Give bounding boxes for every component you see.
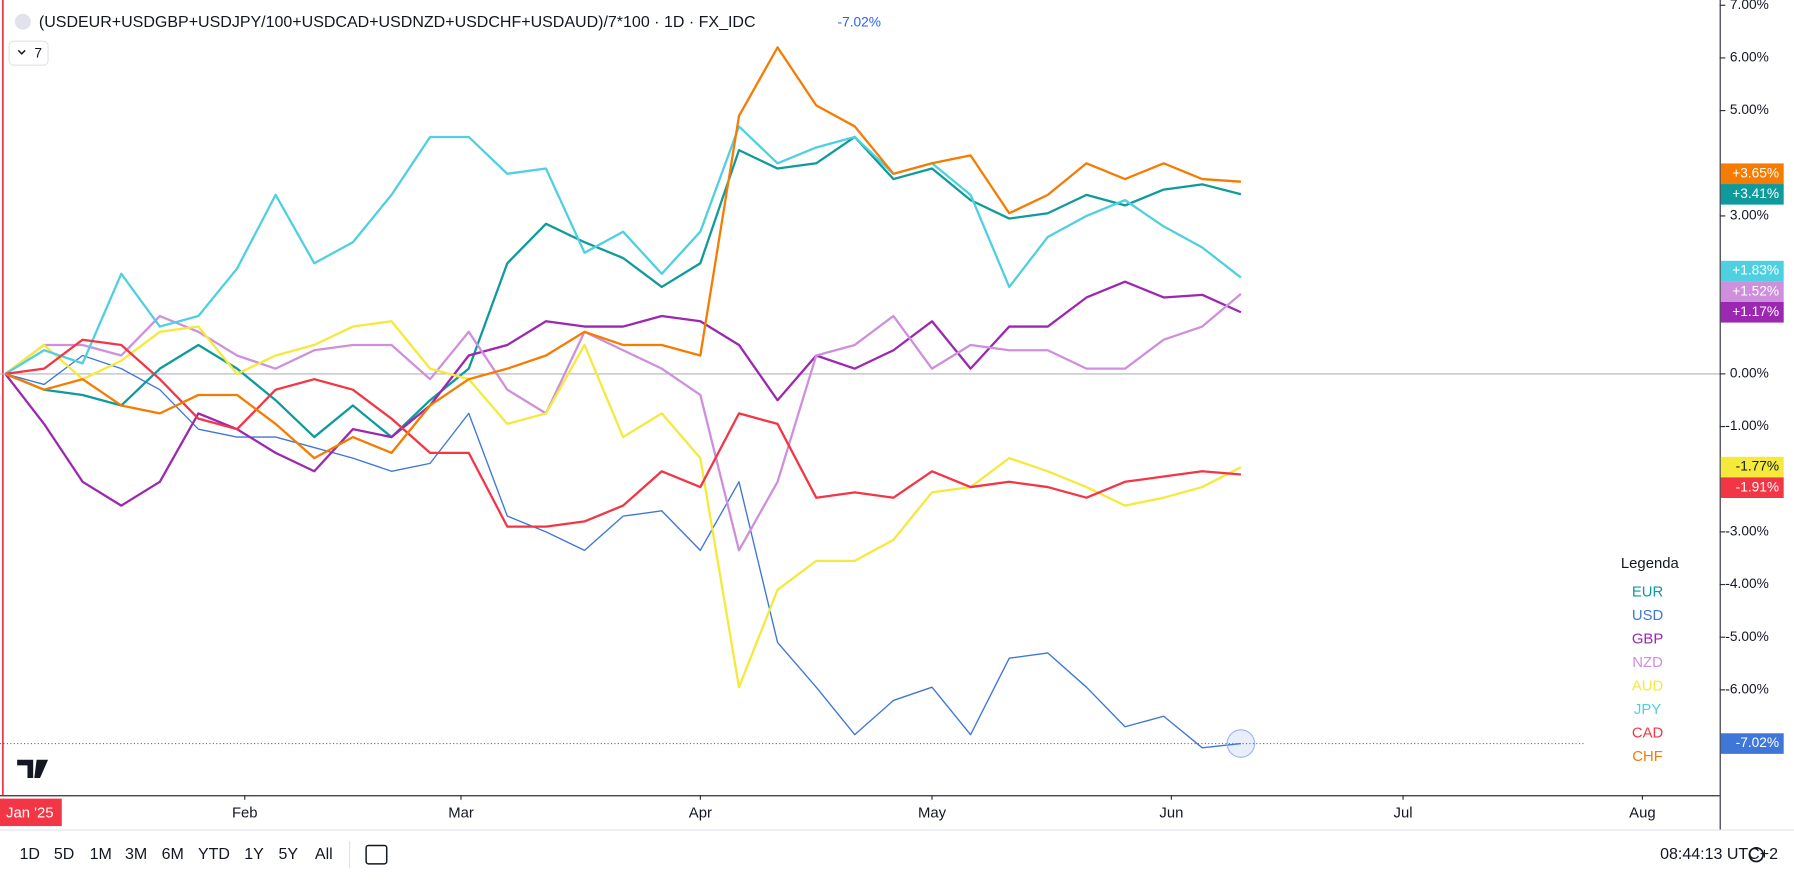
logo: [17, 759, 49, 779]
last-value-label: +3.65%: [1732, 165, 1779, 180]
legend-entry[interactable]: GBP: [1632, 632, 1663, 648]
y-tick-label: 0.00%: [1730, 366, 1769, 381]
legend-entry[interactable]: NZD: [1632, 655, 1663, 671]
series-line: [4, 125, 1242, 375]
x-tick-label: Jul: [1394, 805, 1413, 821]
series-line: [4, 280, 1242, 507]
range-button[interactable]: 1M: [90, 846, 112, 863]
last-value-box: [1720, 477, 1784, 498]
legend-entry[interactable]: AUD: [1632, 678, 1664, 694]
clock: 08:44:13 UTC+2: [1660, 846, 1778, 863]
y-tick-label: 6.00%: [1730, 50, 1769, 65]
range-button[interactable]: 1D: [20, 846, 40, 863]
y-tick-label: -1.00%: [1725, 418, 1768, 433]
last-value-box: [1720, 301, 1784, 323]
legend-entry[interactable]: CHF: [1632, 749, 1663, 765]
last-value-box: [1720, 260, 1784, 282]
range-button[interactable]: 1Y: [244, 846, 264, 863]
y-tick-label: -5.00%: [1725, 629, 1768, 644]
x-tick-highlight: [0, 798, 62, 827]
y-tick-label: -6.00%: [1725, 681, 1768, 696]
y-tick-label: 3.00%: [1730, 208, 1769, 223]
range-button[interactable]: YTD: [198, 846, 230, 863]
title-change[interactable]: -7.02%: [838, 15, 881, 30]
last-value-box: [1720, 163, 1784, 185]
x-tick-label: Mar: [448, 805, 474, 821]
chart-title: (USDEUR+USDGBP+USDJPY/100+USDCAD+USDNZD+…: [39, 14, 756, 31]
last-value-label: +1.52%: [1732, 283, 1779, 298]
series-line: [4, 46, 1242, 460]
last-value-label: -1.91%: [1736, 479, 1779, 494]
x-tick-label: Jun: [1159, 805, 1183, 821]
x-tick-label: Apr: [689, 805, 712, 821]
date-range-icon[interactable]: [365, 844, 388, 865]
last-value-label: +1.17%: [1732, 304, 1779, 319]
series-line: [5, 354, 1242, 749]
range-button[interactable]: All: [315, 846, 333, 863]
plot-area: [0, 46, 1720, 758]
legend-entry[interactable]: JPY: [1634, 702, 1661, 718]
x-tick-label: May: [918, 805, 947, 821]
y-tick-label: -3.00%: [1725, 524, 1768, 539]
last-value-marker: [1226, 729, 1256, 758]
x-tick-label: Feb: [232, 805, 258, 821]
y-tick-label: -4.00%: [1725, 576, 1768, 591]
last-value-box: [1720, 184, 1784, 205]
y-tick-label: 7.00%: [1730, 0, 1769, 12]
last-value-label: -7.02%: [1736, 735, 1779, 750]
range-button[interactable]: 5D: [54, 846, 74, 863]
x-tick-label: Jan '25: [6, 805, 53, 821]
collapse-button[interactable]: [8, 40, 49, 66]
range-button[interactable]: 5Y: [279, 846, 299, 863]
collapse-count[interactable]: 7: [34, 45, 42, 60]
settings-icon[interactable]: [1748, 846, 1764, 863]
last-value-label: +3.41%: [1732, 186, 1779, 201]
last-value-box: [1720, 281, 1784, 302]
series-line: [4, 292, 1242, 552]
range-button[interactable]: 3M: [125, 846, 147, 863]
last-value-label: +1.83%: [1732, 263, 1779, 278]
last-value-box: [1720, 733, 1784, 754]
x-tick-label: Aug: [1629, 805, 1655, 821]
chevron-icon: [17, 49, 26, 55]
legend-entry[interactable]: EUR: [1632, 585, 1664, 601]
last-value-box: [1720, 456, 1784, 478]
series-line: [5, 338, 1242, 528]
series-line: [4, 320, 1242, 689]
y-tick-label: 5.00%: [1730, 102, 1769, 117]
range-button[interactable]: 6M: [162, 846, 184, 863]
symbol-icon: [14, 13, 31, 30]
last-value-label: -1.77%: [1736, 459, 1779, 474]
legend-title: Legenda: [1621, 556, 1680, 572]
legend-entry[interactable]: USD: [1632, 608, 1664, 624]
legend-entry[interactable]: CAD: [1632, 725, 1664, 741]
series-line: [4, 135, 1242, 439]
